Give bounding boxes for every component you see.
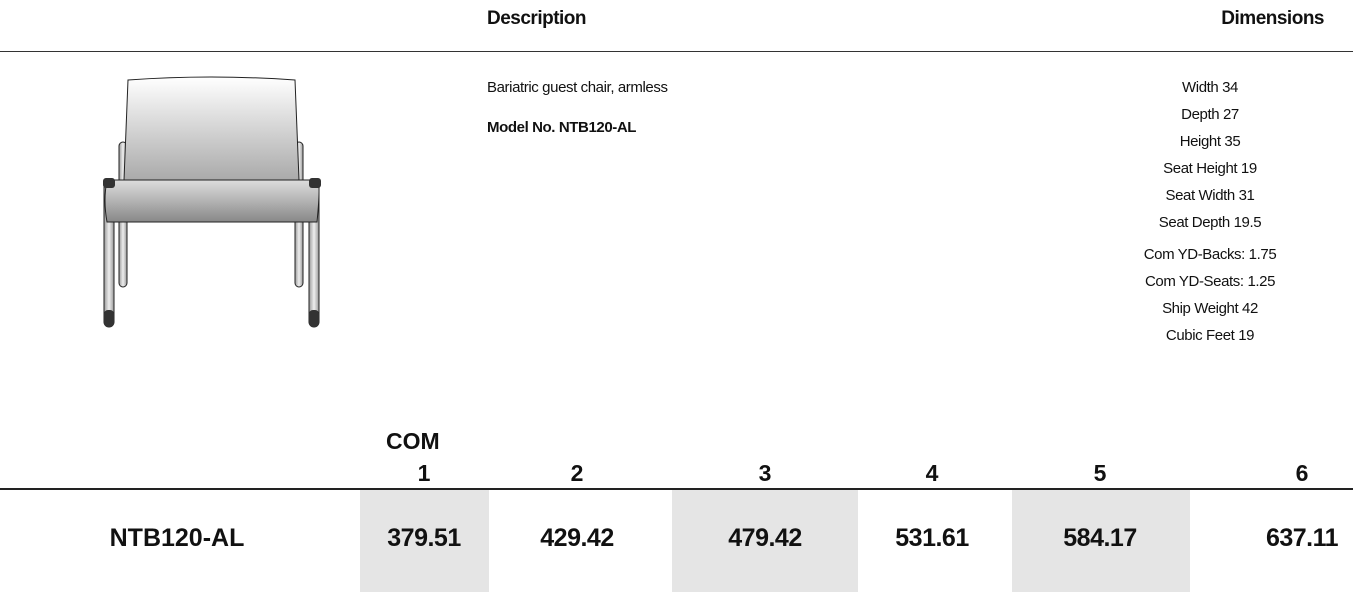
price-cell-bg: [672, 490, 858, 592]
dimension-line: Cubic Feet 19: [1165, 327, 1255, 344]
com-label: COM: [386, 428, 440, 454]
price: 584.17: [1063, 524, 1137, 552]
dimension-line: Com YD-Seats: 1.25: [1144, 273, 1276, 290]
price: 379.51: [387, 524, 461, 552]
row-model: NTB120-AL: [109, 524, 245, 552]
grade-label: 5: [1093, 460, 1107, 486]
dimension-line: Height 35: [1179, 133, 1241, 150]
price-cell-bg: [1012, 490, 1190, 592]
dimension-line: Ship Weight 42: [1162, 300, 1258, 317]
grade-label: 1: [417, 460, 431, 486]
dimension-line: Seat Depth 19.5: [1158, 214, 1262, 231]
dimension-line: Width 34: [1182, 79, 1238, 96]
dimension-line: Com YD-Backs: 1.75: [1143, 246, 1277, 263]
dimension-line: Seat Width 31: [1165, 187, 1255, 204]
price: 531.61: [895, 524, 969, 552]
chair-illustration: [103, 76, 321, 328]
grade-label: 3: [758, 460, 772, 486]
header-dimensions: Dimensions: [1221, 8, 1324, 29]
model-number: Model No. NTB120-AL: [487, 119, 637, 136]
grade-label: 2: [570, 460, 584, 486]
price: 429.42: [540, 524, 614, 552]
product-description: Bariatric guest chair, armless: [487, 79, 668, 96]
dimension-line: Seat Height 19: [1163, 160, 1257, 177]
dimension-line: Depth 27: [1181, 106, 1239, 123]
header-description: Description: [487, 8, 587, 29]
price-cell-bg: [360, 490, 489, 592]
grade-label: 4: [925, 460, 939, 486]
price: 479.42: [728, 524, 802, 552]
grade-label: 6: [1295, 460, 1309, 486]
price: 637.11: [1265, 524, 1339, 552]
table-rule: [0, 488, 1353, 490]
header-rule: [0, 51, 1353, 52]
